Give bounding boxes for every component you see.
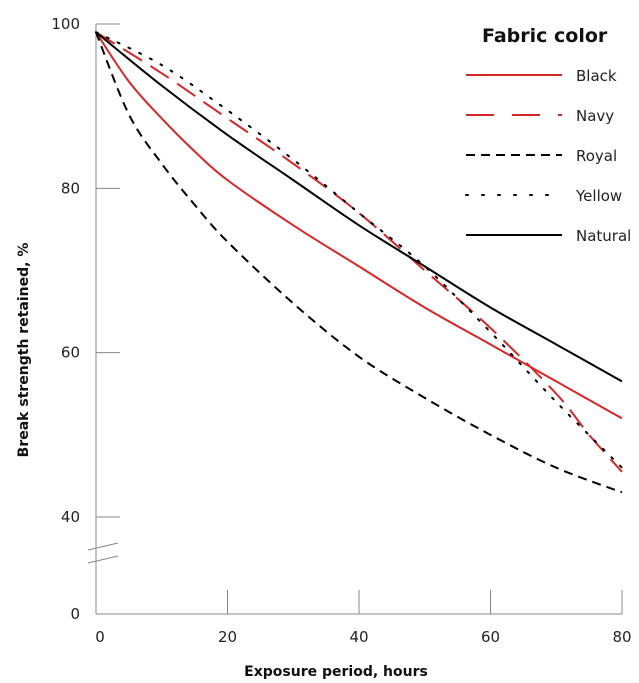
axis-break-mark xyxy=(87,542,119,551)
legend: Fabric color Black Navy Royal Yellow Natural xyxy=(465,25,631,245)
series-layer xyxy=(95,31,623,494)
axis-break-mark xyxy=(87,555,119,564)
series-line-natural xyxy=(95,31,623,383)
series-line-yellow xyxy=(95,31,623,469)
series-line-black xyxy=(95,31,623,420)
legend-label-yellow: Yellow xyxy=(575,187,622,205)
legend-label-royal: Royal xyxy=(576,147,617,165)
x-tick-label: 80 xyxy=(612,628,631,646)
x-axis-title: Exposure period, hours xyxy=(244,664,428,680)
legend-label-navy: Navy xyxy=(576,107,614,125)
legend-title: Fabric color xyxy=(482,25,608,47)
x-tick-label: 60 xyxy=(481,628,500,646)
legend-label-black: Black xyxy=(576,67,617,85)
y-tick-label: 40 xyxy=(61,508,80,526)
y-tick-label: 0 xyxy=(70,605,80,623)
y-tick-label: 100 xyxy=(51,15,80,33)
series-line-navy xyxy=(95,31,623,473)
x-tick-label: 40 xyxy=(349,628,368,646)
x-tick-label: 0 xyxy=(95,628,105,646)
axes xyxy=(87,24,622,615)
series-line-royal xyxy=(95,31,623,494)
y-tick-label: 60 xyxy=(61,344,80,362)
x-tick-label: 20 xyxy=(218,628,237,646)
ticks: 0 20 40 60 80 0 40 60 80 100 xyxy=(51,15,631,646)
y-axis-title: Break strength retained, % xyxy=(16,243,32,458)
y-tick-label: 80 xyxy=(61,179,80,197)
legend-label-natural: Natural xyxy=(576,227,631,245)
